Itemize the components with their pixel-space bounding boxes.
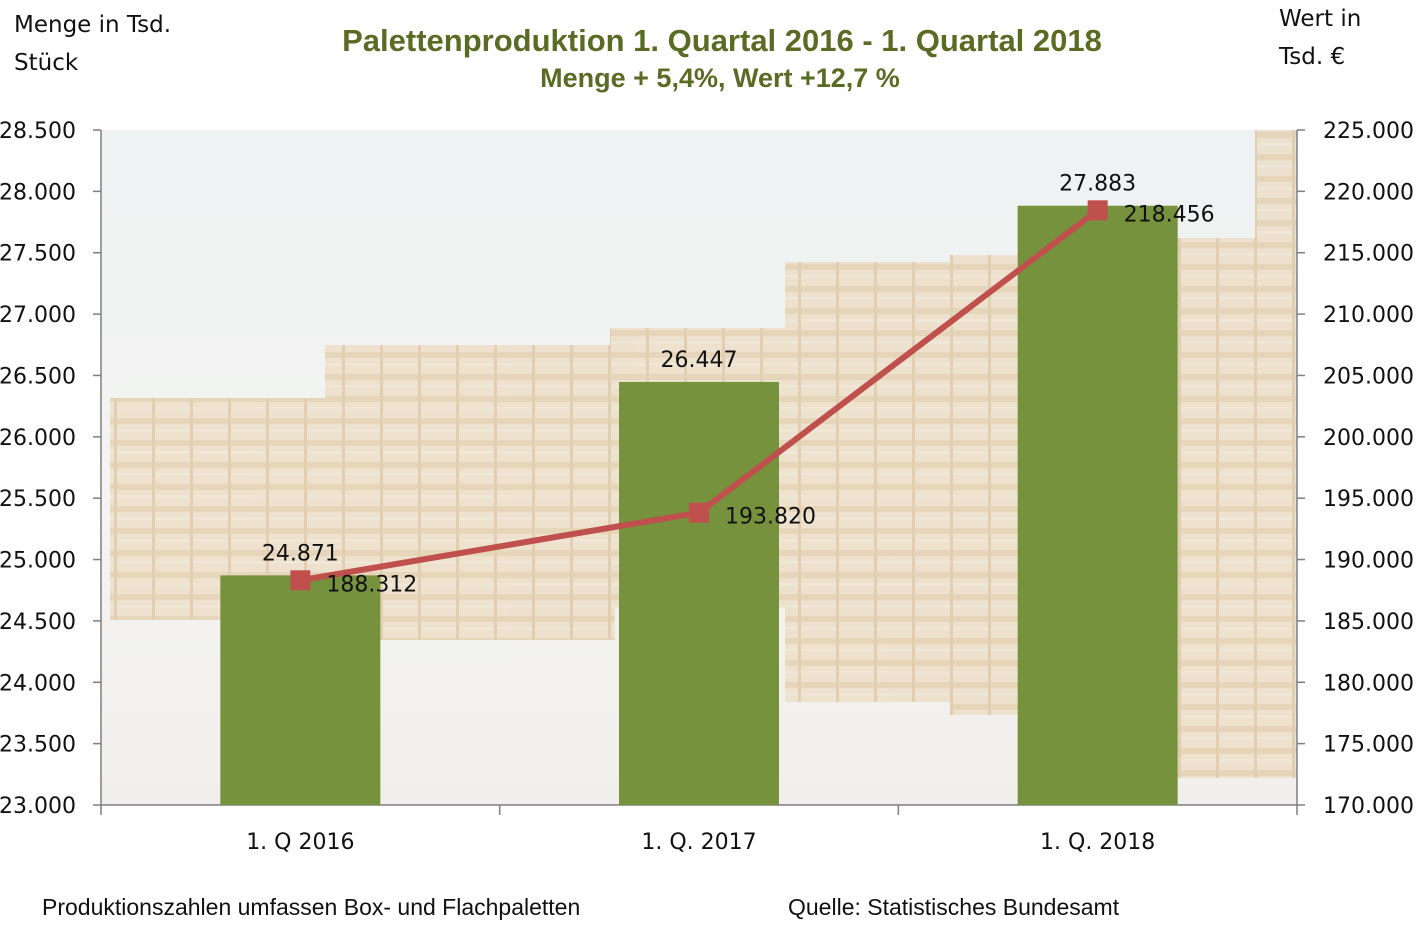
right-tick-label: 200.000 xyxy=(1323,426,1414,451)
right-tick-label: 170.000 xyxy=(1323,794,1414,819)
right-tick-label: 180.000 xyxy=(1323,671,1414,696)
bar xyxy=(619,381,779,805)
right-tick-label: 190.000 xyxy=(1323,549,1414,574)
bar xyxy=(220,575,381,805)
left-tick-label: 28.500 xyxy=(0,119,76,144)
right-tick-label: 210.000 xyxy=(1323,303,1414,328)
right-tick-label: 215.000 xyxy=(1323,242,1414,267)
left-axis-title-line1: Menge in Tsd. xyxy=(14,12,171,38)
right-tick-label: 175.000 xyxy=(1323,733,1414,758)
bar-value-label: 27.883 xyxy=(1059,172,1136,197)
chart-title: Palettenproduktion 1. Quartal 2016 - 1. … xyxy=(342,23,1102,58)
footnote-source: Quelle: Statistisches Bundesamt xyxy=(788,894,1120,920)
right-axis-title-line1: Wert in xyxy=(1279,6,1361,32)
left-tick-label: 26.000 xyxy=(0,426,76,451)
left-axis-title-line2: Stück xyxy=(14,50,79,76)
right-axis-title-line2: Tsd. € xyxy=(1278,44,1345,70)
bar xyxy=(1017,205,1178,806)
left-tick-label: 23.500 xyxy=(0,733,76,758)
left-tick-label: 27.000 xyxy=(0,303,76,328)
line-value-label: 218.456 xyxy=(1124,202,1215,227)
left-tick-label: 24.500 xyxy=(0,610,76,635)
x-tick-label: 1. Q. 2018 xyxy=(1040,830,1155,855)
right-tick-label: 225.000 xyxy=(1323,119,1414,144)
bar-value-label: 24.871 xyxy=(262,541,339,566)
x-tick-label: 1. Q 2016 xyxy=(246,830,354,855)
right-tick-label: 185.000 xyxy=(1323,610,1414,635)
line-marker xyxy=(689,502,709,523)
line-value-label: 193.820 xyxy=(725,505,816,530)
x-tick-label: 1. Q. 2017 xyxy=(641,830,756,855)
left-tick-label: 27.500 xyxy=(0,242,76,267)
chart-subtitle: Menge + 5,4%, Wert +12,7 % xyxy=(540,63,900,93)
bar-series xyxy=(220,205,1178,806)
right-tick-label: 205.000 xyxy=(1323,364,1414,389)
left-tick-label: 28.000 xyxy=(0,180,76,205)
bar-value-label: 26.447 xyxy=(661,348,738,373)
right-tick-label: 195.000 xyxy=(1323,487,1414,512)
left-tick-label: 23.000 xyxy=(0,794,76,819)
axes: 23.000 23.500 24.000 24.500 25.000 25.500 26.0… xyxy=(0,119,1414,855)
line-value-label: 188.312 xyxy=(326,572,417,597)
left-tick-label: 25.500 xyxy=(0,487,76,512)
line-marker xyxy=(1087,200,1108,221)
line-marker xyxy=(290,570,311,591)
left-tick-label: 25.000 xyxy=(0,549,76,574)
footnote-left: Produktionszahlen umfassen Box- und Flac… xyxy=(42,894,580,920)
line-series xyxy=(290,200,1108,591)
left-tick-label: 24.000 xyxy=(0,671,76,696)
data-labels: 24.871 26.447 27.883 188.312 193.820 218.456 xyxy=(262,172,1215,598)
right-tick-label: 220.000 xyxy=(1323,180,1414,205)
left-tick-label: 26.500 xyxy=(0,364,76,389)
